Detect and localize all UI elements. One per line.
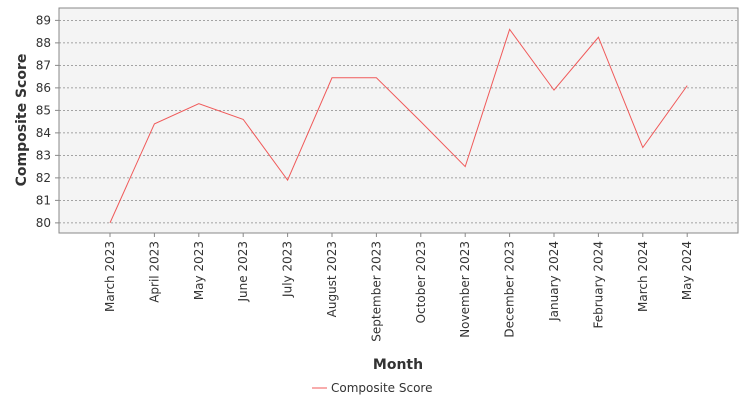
y-tick-label: 87	[36, 58, 51, 72]
x-tick-label: April 2023	[147, 241, 161, 303]
x-tick-label: October 2023	[414, 241, 428, 323]
series-layer	[109, 28, 688, 224]
x-tick-label: December 2023	[503, 241, 517, 338]
y-tick-label: 83	[36, 148, 51, 162]
gridlines	[59, 19, 738, 224]
y-tick-label: 81	[36, 193, 51, 207]
x-tick-label: September 2023	[369, 241, 383, 342]
x-tick-label: July 2023	[281, 241, 295, 298]
x-tick-label: May 2024	[680, 241, 694, 300]
y-tick-label: 82	[36, 171, 51, 185]
y-tick-label: 89	[36, 13, 51, 27]
y-tick-label: 84	[36, 126, 51, 140]
x-tick-label: March 2024	[636, 241, 650, 312]
x-tick-label: June 2023	[236, 241, 250, 302]
y-tick-label: 86	[36, 81, 51, 95]
plot-area	[58, 7, 739, 234]
y-tick-label: 80	[36, 216, 51, 230]
y-tick-label: 88	[36, 36, 51, 50]
series-line-composite-score	[109, 28, 688, 224]
y-axis-title: Composite Score	[14, 54, 30, 187]
x-axis: March 2023 April 2023 May 2023 June 2023 Jul…	[103, 233, 694, 342]
x-tick-label: February 2024	[591, 241, 605, 329]
x-tick-label: January 2024	[547, 241, 561, 322]
x-tick-label: March 2023	[103, 241, 117, 312]
x-tick-label: May 2023	[192, 241, 206, 300]
x-tick-label: August 2023	[325, 241, 339, 317]
y-tick-label: 85	[36, 103, 51, 117]
y-axis: 80 81 82 83 84 85 86 87 88 89	[36, 13, 59, 230]
x-axis-title: Month	[373, 357, 423, 373]
legend-label: Composite Score	[331, 381, 432, 395]
x-tick-label: November 2023	[458, 241, 472, 338]
legend: Composite Score	[312, 381, 432, 395]
